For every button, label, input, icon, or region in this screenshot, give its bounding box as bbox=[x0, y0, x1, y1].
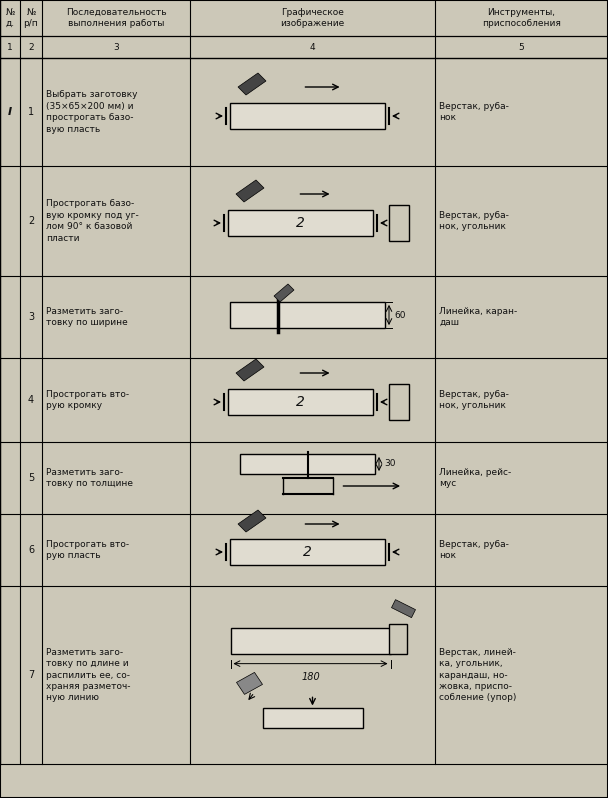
Bar bbox=[389, 624, 407, 654]
Polygon shape bbox=[236, 180, 264, 202]
Text: 5: 5 bbox=[28, 473, 34, 483]
Text: 180: 180 bbox=[301, 672, 320, 681]
Text: Линейка, каран-
даш: Линейка, каран- даш bbox=[439, 306, 517, 327]
Text: 2: 2 bbox=[296, 395, 305, 409]
Text: Разметить заго-
товку по ширине: Разметить заго- товку по ширине bbox=[46, 306, 128, 327]
Polygon shape bbox=[274, 284, 294, 302]
Text: 4: 4 bbox=[309, 42, 316, 52]
Text: 2: 2 bbox=[28, 216, 34, 226]
Text: 3: 3 bbox=[113, 42, 119, 52]
Text: Разметить заго-
товку по длине и
распилить ее, со-
храняя разметоч-
ную линию: Разметить заго- товку по длине и распили… bbox=[46, 648, 131, 702]
Bar bbox=[230, 628, 390, 654]
Text: №
д.: № д. bbox=[5, 8, 15, 28]
Bar bbox=[263, 709, 362, 729]
Bar bbox=[228, 210, 373, 236]
Text: Разметить заго-
товку по толщине: Разметить заго- товку по толщине bbox=[46, 468, 133, 488]
Bar bbox=[389, 384, 409, 420]
Text: №
p/п: № p/п bbox=[24, 8, 38, 28]
Text: Прострогать вто-
рую пласть: Прострогать вто- рую пласть bbox=[46, 539, 129, 560]
Text: 7: 7 bbox=[28, 670, 34, 680]
Text: Верстак, руба-
нок: Верстак, руба- нок bbox=[439, 539, 509, 560]
Text: Выбрать заготовку
(35×65×200 мм) и
прострогать базо-
вую пласть: Выбрать заготовку (35×65×200 мм) и прост… bbox=[46, 90, 137, 134]
Text: Прострогать базо-
вую кромку под уг-
лом 90° к базовой
пласти: Прострогать базо- вую кромку под уг- лом… bbox=[46, 200, 139, 243]
Bar bbox=[228, 389, 373, 415]
Text: 30: 30 bbox=[384, 460, 395, 468]
Text: Верстак, руба-
нок: Верстак, руба- нок bbox=[439, 102, 509, 122]
Text: 2: 2 bbox=[296, 216, 305, 230]
Bar bbox=[230, 103, 385, 129]
Text: 5: 5 bbox=[519, 42, 524, 52]
Text: Верстак, руба-
нок, угольник: Верстак, руба- нок, угольник bbox=[439, 389, 509, 410]
Text: Верстак, руба-
нок, угольник: Верстак, руба- нок, угольник bbox=[439, 211, 509, 231]
Polygon shape bbox=[238, 73, 266, 95]
Bar bbox=[389, 205, 409, 241]
Text: Инструменты,
приспособления: Инструменты, приспособления bbox=[482, 8, 561, 28]
Text: 1: 1 bbox=[28, 107, 34, 117]
Text: Линейка, рейс-
мус: Линейка, рейс- мус bbox=[439, 468, 511, 488]
Polygon shape bbox=[236, 359, 264, 381]
Polygon shape bbox=[237, 673, 263, 694]
Text: 6: 6 bbox=[28, 545, 34, 555]
Bar bbox=[240, 454, 375, 474]
Text: Графическое
изображение: Графическое изображение bbox=[280, 8, 345, 28]
Text: 2: 2 bbox=[303, 545, 312, 559]
Text: I: I bbox=[8, 107, 12, 117]
Text: 60: 60 bbox=[394, 310, 406, 319]
Text: Последовательность
выполнения работы: Последовательность выполнения работы bbox=[66, 8, 167, 28]
Text: 3: 3 bbox=[28, 312, 34, 322]
Polygon shape bbox=[238, 510, 266, 532]
Polygon shape bbox=[392, 599, 415, 618]
Text: Прострогать вто-
рую кромку: Прострогать вто- рую кромку bbox=[46, 389, 129, 410]
Text: 2: 2 bbox=[28, 42, 34, 52]
Bar bbox=[230, 302, 385, 328]
Text: 4: 4 bbox=[28, 395, 34, 405]
Text: Верстак, линей-
ка, угольник,
карандаш, но-
жовка, приспо-
собление (упор): Верстак, линей- ка, угольник, карандаш, … bbox=[439, 648, 516, 702]
Text: 1: 1 bbox=[7, 42, 13, 52]
Bar bbox=[230, 539, 385, 565]
